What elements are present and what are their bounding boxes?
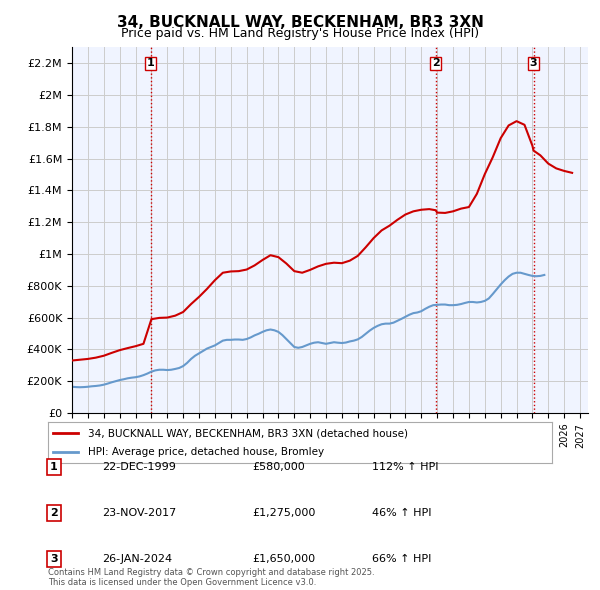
Text: 34, BUCKNALL WAY, BECKENHAM, BR3 3XN: 34, BUCKNALL WAY, BECKENHAM, BR3 3XN <box>116 15 484 30</box>
Text: 3: 3 <box>50 554 58 564</box>
Text: Price paid vs. HM Land Registry's House Price Index (HPI): Price paid vs. HM Land Registry's House … <box>121 27 479 40</box>
Text: 34, BUCKNALL WAY, BECKENHAM, BR3 3XN (detached house): 34, BUCKNALL WAY, BECKENHAM, BR3 3XN (de… <box>88 428 409 438</box>
Text: 23-NOV-2017: 23-NOV-2017 <box>102 508 176 518</box>
Text: £1,275,000: £1,275,000 <box>252 508 316 518</box>
Text: £580,000: £580,000 <box>252 462 305 472</box>
Text: 46% ↑ HPI: 46% ↑ HPI <box>372 508 431 518</box>
Text: 26-JAN-2024: 26-JAN-2024 <box>102 554 172 564</box>
Text: 2: 2 <box>432 58 439 68</box>
Text: 1: 1 <box>50 462 58 472</box>
Text: 1: 1 <box>147 58 155 68</box>
Text: HPI: Average price, detached house, Bromley: HPI: Average price, detached house, Brom… <box>88 447 325 457</box>
Text: 66% ↑ HPI: 66% ↑ HPI <box>372 554 431 564</box>
Text: 22-DEC-1999: 22-DEC-1999 <box>102 462 176 472</box>
Text: 2: 2 <box>50 508 58 518</box>
Text: £1,650,000: £1,650,000 <box>252 554 315 564</box>
Text: 3: 3 <box>530 58 538 68</box>
Text: 112% ↑ HPI: 112% ↑ HPI <box>372 462 439 472</box>
Text: Contains HM Land Registry data © Crown copyright and database right 2025.
This d: Contains HM Land Registry data © Crown c… <box>48 568 374 587</box>
